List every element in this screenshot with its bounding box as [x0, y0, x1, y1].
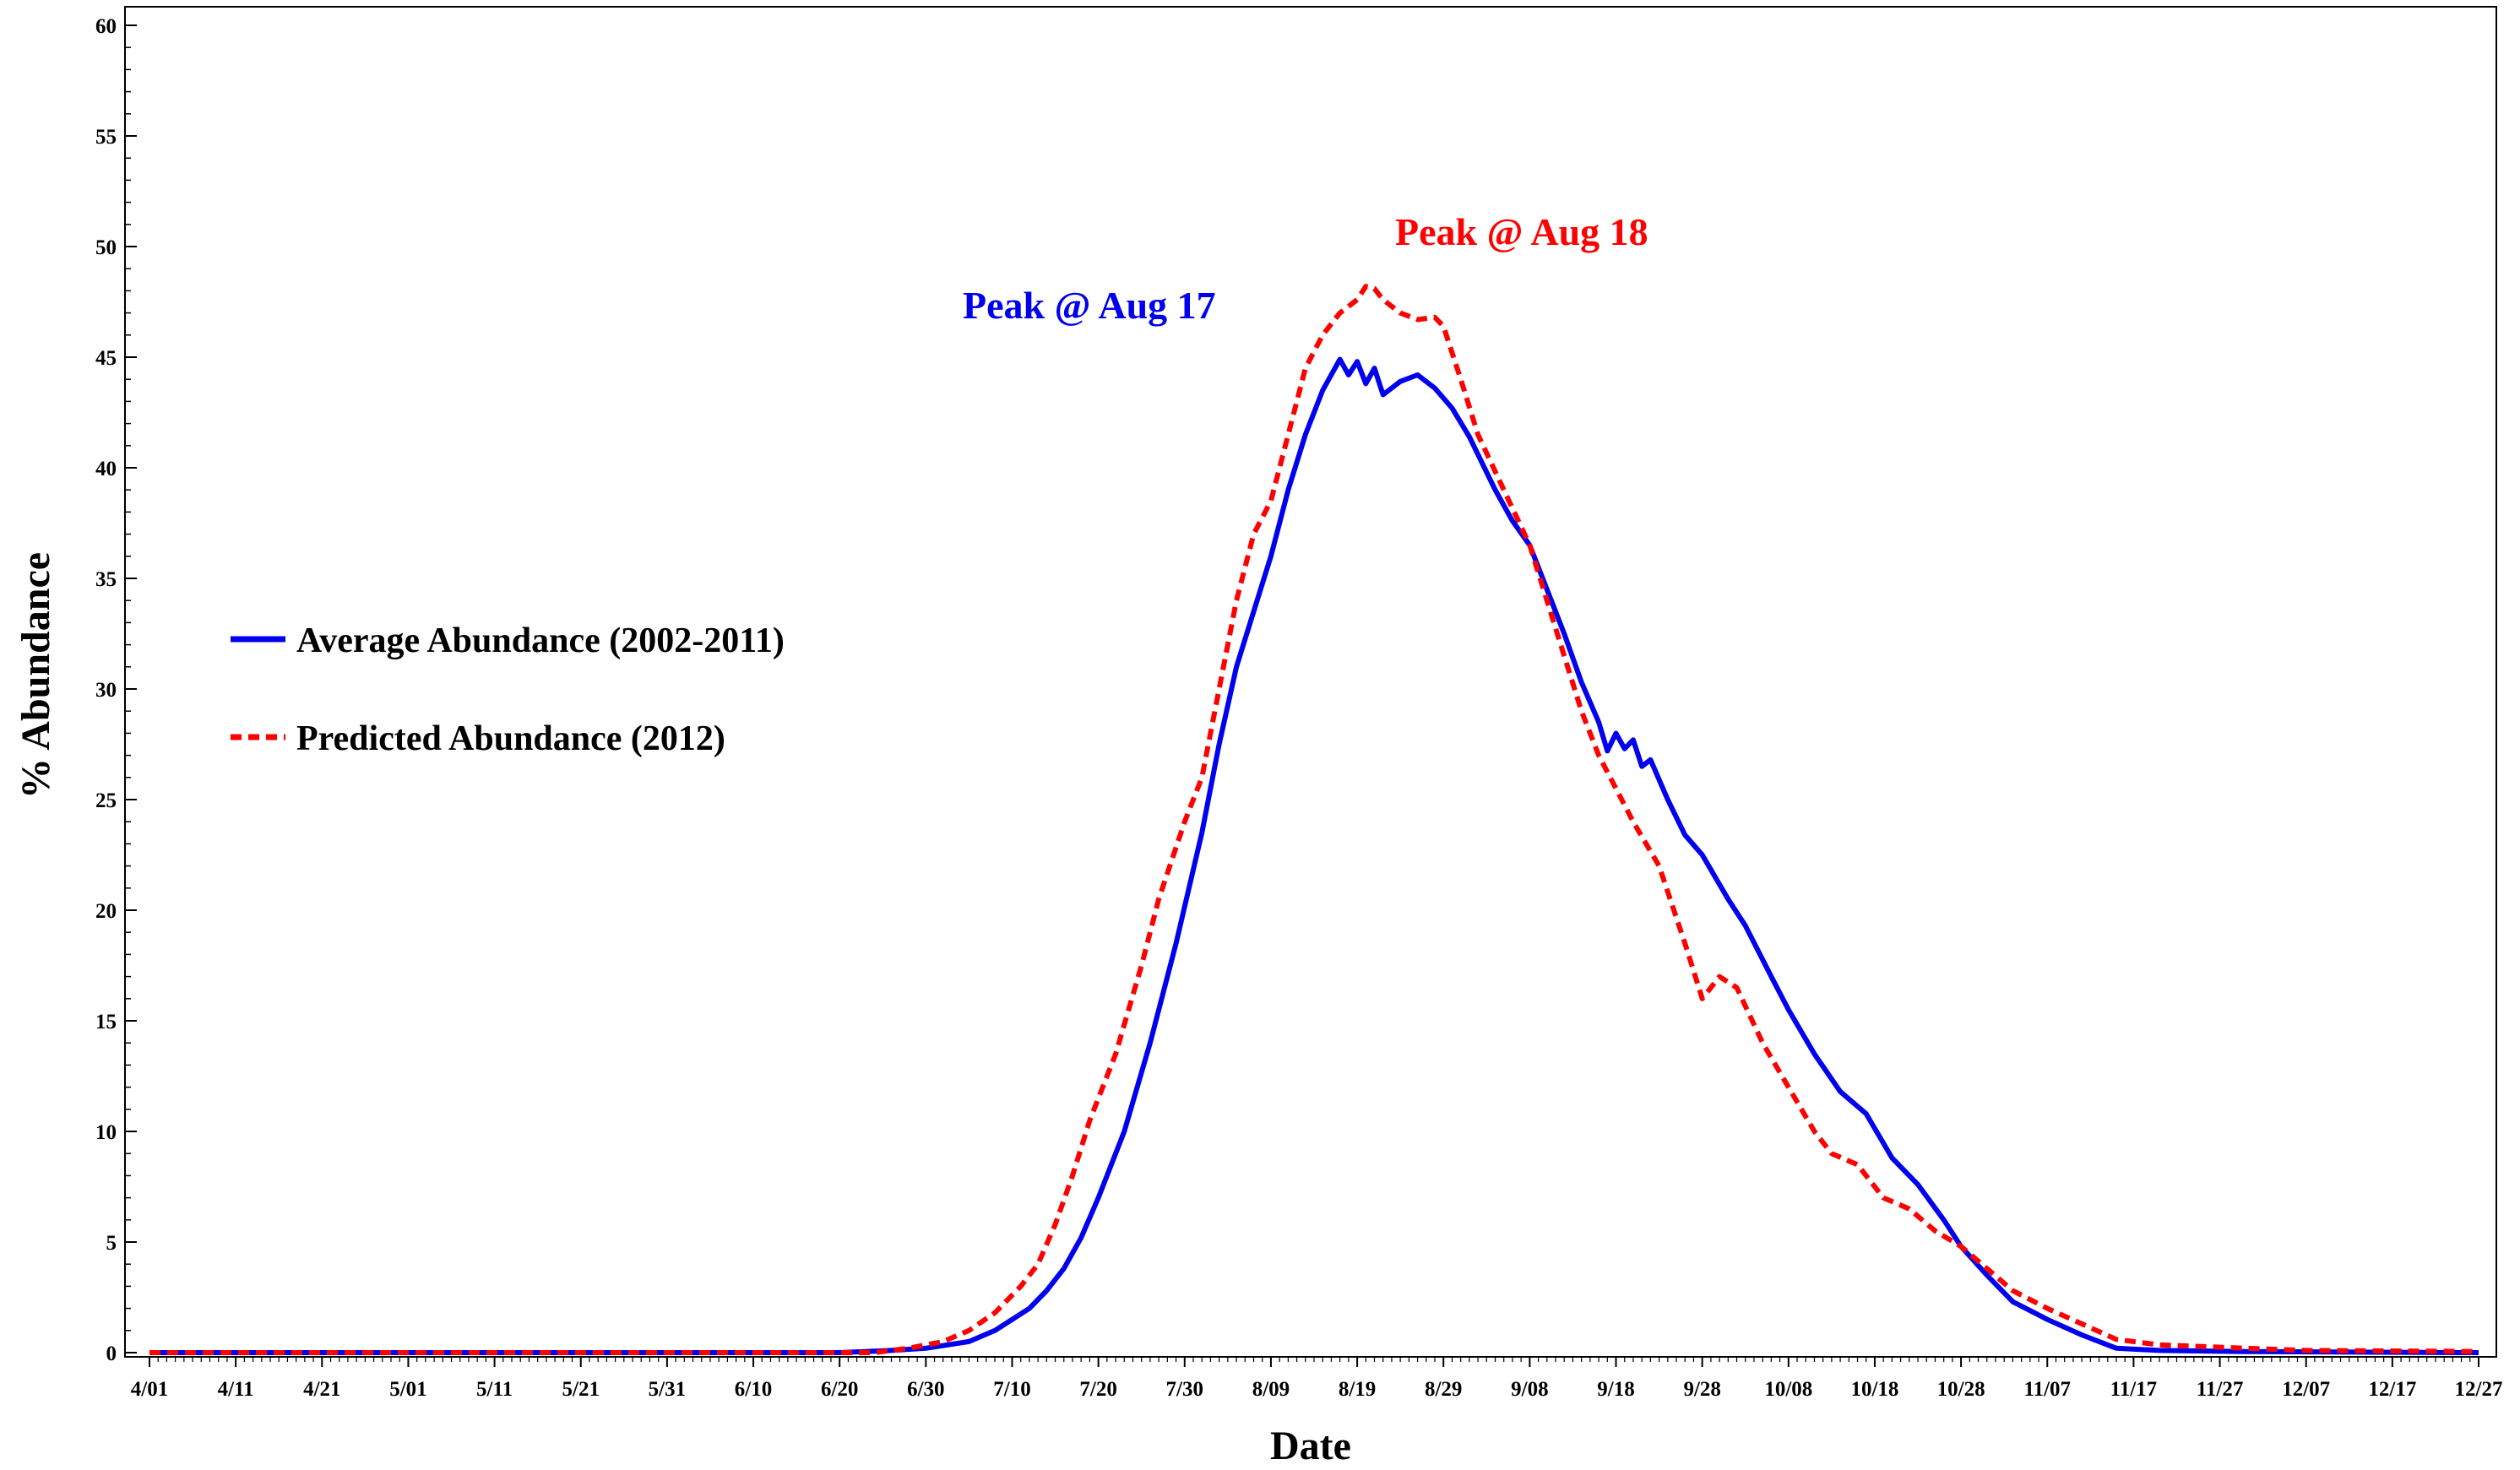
plot-frame — [124, 6, 2497, 1358]
y-axis: 0 5 10 15 20 25 30 35 40 45 50 55 60 — [95, 15, 137, 1365]
x-tick-label: 7/30 — [1166, 1378, 1203, 1401]
x-tick-label: 10/08 — [1764, 1378, 1812, 1401]
y-tick-label: 45 — [95, 347, 117, 370]
x-tick-label: 11/07 — [2023, 1378, 2071, 1401]
x-tick-label: 12/27 — [2455, 1378, 2503, 1401]
x-tick-label: 8/19 — [1339, 1378, 1376, 1401]
y-tick-label: 30 — [95, 679, 117, 702]
y-tick-label: 15 — [95, 1011, 117, 1033]
x-tick-label: 8/09 — [1252, 1378, 1290, 1401]
x-tick-label: 5/11 — [476, 1378, 513, 1401]
x-tick-label: 5/01 — [389, 1378, 426, 1401]
y-tick-label: 60 — [95, 15, 117, 38]
legend-label-average: Average Abundance (2002-2011) — [296, 621, 785, 660]
x-tick-label: 9/08 — [1511, 1378, 1548, 1401]
x-tick-label: 6/30 — [907, 1378, 944, 1401]
x-tick-label: 4/11 — [218, 1378, 254, 1401]
y-tick-label: 40 — [95, 458, 117, 480]
x-tick-label: 10/28 — [1937, 1378, 1985, 1401]
y-tick-label: 10 — [95, 1121, 117, 1144]
y-tick-label: 55 — [95, 126, 117, 149]
x-tick-label: 12/17 — [2368, 1378, 2416, 1401]
x-tick-label: 11/17 — [2110, 1378, 2158, 1401]
x-axis-title: Date — [1270, 1424, 1351, 1468]
y-tick-label: 5 — [106, 1232, 117, 1255]
series-layer — [149, 284, 2479, 1355]
x-tick-label: 10/18 — [1850, 1378, 1898, 1401]
y-tick-label: 0 — [106, 1343, 117, 1365]
x-tick-label: 6/10 — [735, 1378, 772, 1401]
series-line-average — [149, 356, 2479, 1355]
x-tick-label: 7/10 — [993, 1378, 1030, 1401]
y-tick-label: 20 — [95, 900, 117, 923]
x-axis: 4/01 4/11 4/21 5/01 5/11 5/21 5/31 6/10 6/20 6/30… — [131, 1357, 2503, 1401]
peak-annotation-average: Peak @ Aug 17 — [963, 284, 1216, 327]
x-tick-label: 8/29 — [1425, 1378, 1462, 1401]
x-tick-label: 11/27 — [2197, 1378, 2244, 1401]
x-tick-label: 9/18 — [1597, 1378, 1634, 1401]
series-line-predicted — [149, 284, 2479, 1355]
y-tick-label: 25 — [95, 789, 117, 812]
x-tick-label: 9/28 — [1683, 1378, 1720, 1401]
x-tick-label: 5/21 — [562, 1378, 600, 1401]
x-tick-label: 4/01 — [131, 1378, 168, 1401]
y-tick-label: 50 — [95, 236, 117, 259]
x-tick-label: 5/31 — [649, 1378, 686, 1401]
legend-label-predicted: Predicted Abundance (2012) — [296, 719, 725, 758]
legend: Average Abundance (2002-2011) Predicted … — [231, 621, 785, 758]
y-axis-title: % Abundance — [14, 552, 58, 799]
x-tick-label: 12/07 — [2282, 1378, 2330, 1401]
peak-annotation-predicted: Peak @ Aug 18 — [1395, 210, 1648, 253]
y-tick-label: 35 — [95, 568, 117, 591]
x-tick-label: 6/20 — [821, 1378, 858, 1401]
x-tick-label: 7/20 — [1079, 1378, 1116, 1401]
x-tick-label: 4/21 — [303, 1378, 340, 1401]
